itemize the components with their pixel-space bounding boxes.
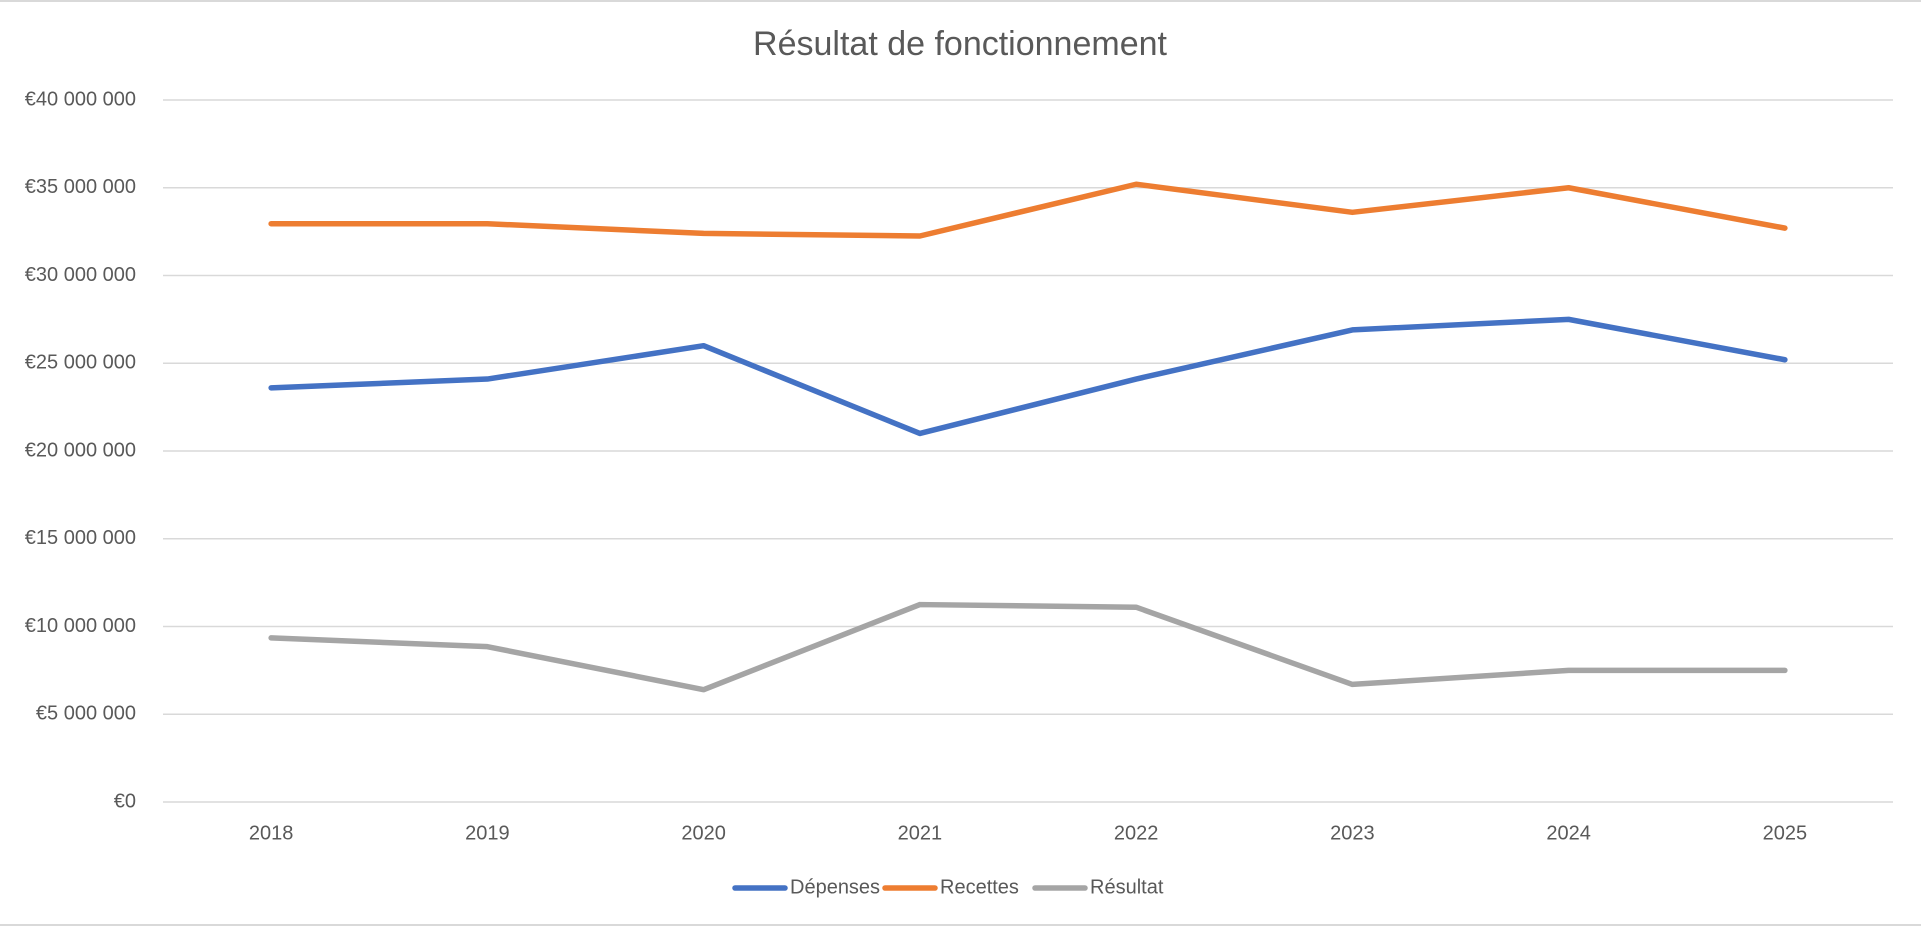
y-tick-label: €25 000 000 xyxy=(25,352,136,374)
x-tick-label: 2022 xyxy=(1114,822,1159,844)
x-tick-label: 2024 xyxy=(1546,822,1591,844)
legend-label: Recettes xyxy=(940,876,1019,898)
legend-label: Dépenses xyxy=(790,876,880,898)
y-tick-label: €30 000 000 xyxy=(25,264,136,286)
line-series xyxy=(268,601,1788,693)
x-tick-label: 2021 xyxy=(898,822,943,844)
line-series xyxy=(268,316,1788,437)
x-tick-label: 2019 xyxy=(465,822,510,844)
x-tick-label: 2020 xyxy=(681,822,726,844)
legend-label: Résultat xyxy=(1090,876,1164,898)
chart-title: Résultat de fonctionnement xyxy=(753,25,1167,63)
y-tick-label: €20 000 000 xyxy=(25,439,136,461)
y-tick-label: €15 000 000 xyxy=(25,527,136,549)
y-tick-label: €35 000 000 xyxy=(25,176,136,198)
y-tick-label: €40 000 000 xyxy=(25,88,136,110)
x-tick-label: 2023 xyxy=(1330,822,1375,844)
x-tick-label: 2018 xyxy=(249,822,294,844)
line-series xyxy=(268,181,1788,239)
y-tick-label: €5 000 000 xyxy=(36,703,136,725)
x-tick-label: 2025 xyxy=(1763,822,1808,844)
y-tick-label: €10 000 000 xyxy=(25,615,136,637)
y-tick-label: €0 xyxy=(114,790,136,812)
